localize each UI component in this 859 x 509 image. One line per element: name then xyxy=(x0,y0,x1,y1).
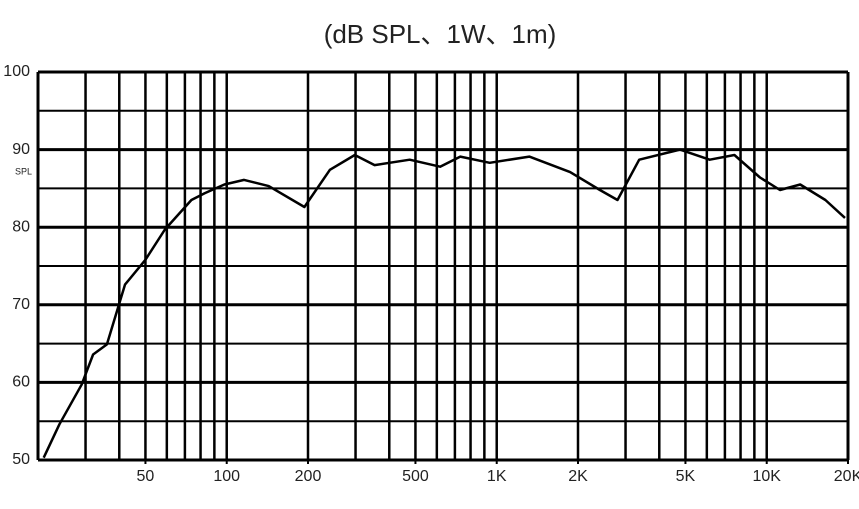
x-tick-label: 2K xyxy=(568,468,588,485)
y-tick-label: 100 xyxy=(3,63,30,80)
x-tick-label: 10K xyxy=(752,468,781,485)
x-tick-label: 5K xyxy=(676,468,696,485)
x-tick-label: 1K xyxy=(487,468,507,485)
y-tick-label: 90 xyxy=(12,141,30,158)
y-tick-label: 60 xyxy=(12,374,30,391)
y-tick-label: 80 xyxy=(12,218,30,235)
chart-title: (dB SPL、1W、1m) xyxy=(324,19,557,49)
x-tick-label: 200 xyxy=(295,468,322,485)
response-line xyxy=(42,148,846,459)
x-tick-label: 50 xyxy=(137,468,155,485)
x-tick-label: 20K xyxy=(834,468,859,485)
x-tick-label: 100 xyxy=(213,468,240,485)
y-tick-label: 70 xyxy=(12,296,30,313)
x-tick-label: 500 xyxy=(402,468,429,485)
y-axis-label: SPL xyxy=(15,166,32,176)
y-tick-label: 50 xyxy=(12,451,30,468)
